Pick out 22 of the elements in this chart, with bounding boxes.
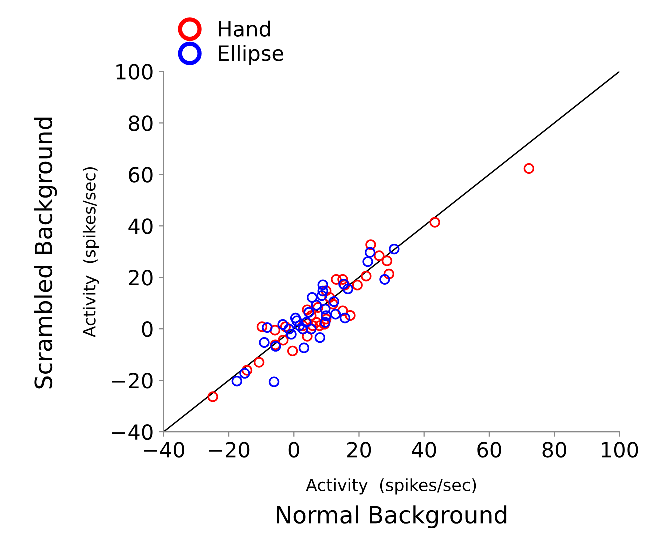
x-axis-title: Activity (spikes/sec) <box>306 478 476 495</box>
legend-label: Hand <box>219 20 270 37</box>
x-tick-label: 0 <box>288 442 300 458</box>
y-axis-title: Activity (spikes/sec) <box>82 168 100 338</box>
x-tick-label: 100 <box>602 442 638 458</box>
x-tick-label: 80 <box>542 442 566 458</box>
y-tick-label: 80 <box>129 116 153 132</box>
y-tick-label: 100 <box>116 64 153 80</box>
y-tick-label: −40 <box>112 424 153 440</box>
y-tick-label: 60 <box>129 167 153 183</box>
y-tick-label: −20 <box>112 372 153 389</box>
x-tick-label: 60 <box>478 442 502 458</box>
x-tick-label: 20 <box>348 442 372 458</box>
text: Scrambled Background <box>34 118 58 389</box>
y-tick-label: 20 <box>129 270 153 286</box>
legend-label: Ellipse <box>219 45 284 66</box>
x-tick-label: 40 <box>412 442 436 458</box>
y-tick-label: 40 <box>128 218 153 234</box>
x-tick-label: −20 <box>209 442 250 458</box>
y-tick-label: 0 <box>142 322 153 338</box>
x-tick-label: −40 <box>144 442 184 458</box>
text: Normal Background <box>277 506 507 529</box>
